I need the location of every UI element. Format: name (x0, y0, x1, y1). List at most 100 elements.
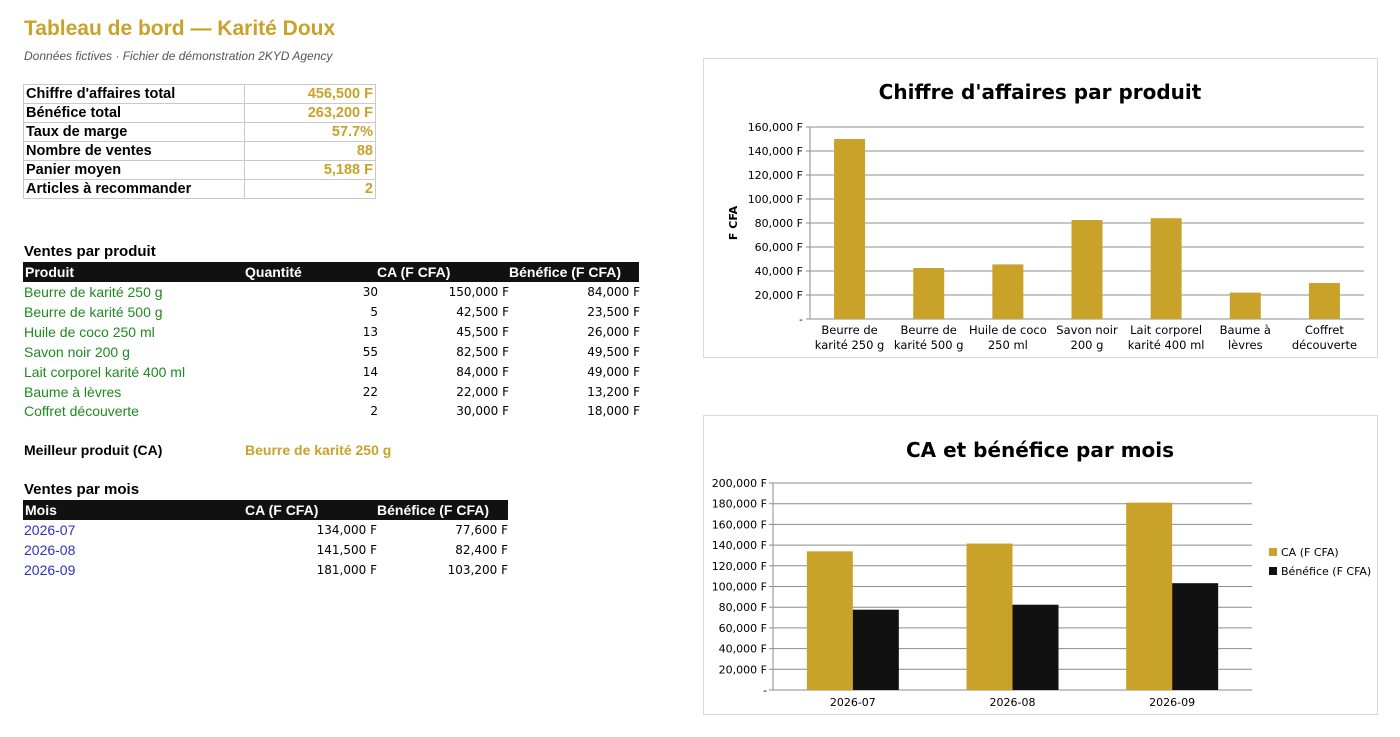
product-benefice[interactable]: 49,500 F (587, 344, 640, 359)
kpi-value[interactable]: 5,188 F (244, 160, 376, 180)
kpi-label[interactable]: Nombre de ventes (23, 141, 245, 161)
bar (852, 609, 899, 690)
product-qty[interactable]: 55 (362, 344, 378, 359)
products-section-title: Ventes par produit (24, 243, 156, 260)
product-ca[interactable]: 84,000 F (456, 364, 509, 379)
chart-ca-benefice-par-mois[interactable]: CA et bénéfice par mois - 20,000 F 40,000 F… (703, 415, 1378, 715)
kpi-row: Articles à recommander 2 (23, 179, 376, 199)
product-benefice[interactable]: 49,000 F (587, 364, 640, 379)
col-header-benefice[interactable]: Bénéfice (F CFA) (509, 264, 622, 280)
best-product-value[interactable]: Beurre de karité 250 g (245, 442, 392, 458)
product-ca[interactable]: 45,500 F (456, 324, 509, 339)
col-header-mois[interactable]: Mois (25, 502, 57, 518)
product-ca[interactable]: 30,000 F (456, 404, 509, 419)
y-tick-label: 40,000 F (719, 643, 767, 656)
x-tick-label: Beurre de (901, 323, 957, 337)
month-name[interactable]: 2026-08 (24, 541, 76, 558)
kpi-value[interactable]: 57.7% (244, 122, 376, 142)
x-tick-label: 2026-09 (1149, 696, 1195, 709)
y-tick-label: 200,000 F (712, 477, 767, 490)
kpi-label[interactable]: Articles à recommander (23, 179, 245, 199)
product-row: Coffret découverte 2 30,000 F 18,000 F (24, 402, 640, 422)
product-benefice[interactable]: 18,000 F (587, 404, 640, 419)
bar (806, 551, 853, 690)
legend-swatch (1269, 567, 1277, 575)
month-benefice[interactable]: 82,400 F (455, 542, 508, 557)
y-tick-label: 20,000 F (719, 663, 767, 676)
kpi-label[interactable]: Taux de marge (23, 122, 245, 142)
x-tick-label: Huile de coco (969, 323, 1047, 337)
dashboard-subtitle: Données fictives · Fichier de démonstrat… (24, 49, 333, 63)
product-name[interactable]: Baume à lèvres (24, 383, 122, 400)
bar (1126, 502, 1173, 690)
chart-ca-par-produit[interactable]: Chiffre d'affaires par produit F CFA - 20,0… (703, 58, 1378, 358)
product-ca[interactable]: 82,500 F (456, 344, 509, 359)
product-benefice[interactable]: 84,000 F (587, 285, 640, 299)
y-tick-label: 100,000 F (748, 193, 803, 206)
kpi-row: Chiffre d'affaires total 456,500 F (23, 84, 376, 104)
col-header-ca[interactable]: CA (F CFA) (377, 264, 451, 280)
product-row: Beurre de karité 500 g 5 42,500 F 23,500 F (24, 303, 640, 323)
x-tick-label: lèvres (1228, 338, 1263, 352)
product-ca[interactable]: 42,500 F (456, 304, 509, 319)
y-tick-label: 140,000 F (712, 539, 767, 552)
legend-label: CA (F CFA) (1281, 546, 1339, 559)
chart-title: Chiffre d'affaires par produit (879, 80, 1202, 104)
bar (1071, 220, 1103, 319)
y-tick-label: 60,000 F (755, 241, 803, 254)
month-ca[interactable]: 134,000 F (316, 523, 377, 537)
col-header-ca[interactable]: CA (F CFA) (245, 502, 319, 518)
product-qty[interactable]: 13 (362, 324, 378, 339)
kpi-row: Nombre de ventes 88 (23, 141, 376, 161)
product-benefice[interactable]: 26,000 F (587, 324, 640, 339)
best-product-label: Meilleur produit (CA) (24, 442, 163, 458)
month-benefice[interactable]: 77,600 F (455, 523, 508, 537)
product-qty[interactable]: 30 (362, 285, 378, 299)
kpi-value[interactable]: 2 (244, 179, 376, 199)
x-tick-label: 2026-07 (830, 696, 876, 709)
product-qty[interactable]: 5 (370, 304, 378, 319)
product-qty[interactable]: 14 (362, 364, 378, 379)
month-ca[interactable]: 181,000 F (316, 562, 377, 577)
col-header-quantite[interactable]: Quantité (245, 264, 302, 280)
product-benefice[interactable]: 13,200 F (587, 384, 640, 399)
kpi-label[interactable]: Chiffre d'affaires total (23, 84, 245, 104)
product-name[interactable]: Savon noir 200 g (24, 343, 130, 360)
col-header-benefice[interactable]: Bénéfice (F CFA) (377, 502, 490, 518)
kpi-value[interactable]: 456,500 F (244, 84, 376, 104)
y-tick-label: 160,000 F (748, 121, 803, 134)
y-tick-label: 140,000 F (748, 145, 803, 158)
product-name[interactable]: Coffret découverte (24, 403, 139, 420)
product-name[interactable]: Lait corporel karité 400 ml (24, 363, 186, 380)
kpi-label[interactable]: Bénéfice total (23, 103, 245, 123)
month-benefice[interactable]: 103,200 F (447, 562, 508, 577)
bar (1012, 604, 1059, 690)
kpi-label[interactable]: Panier moyen (23, 160, 245, 180)
x-tick-label: karité 250 g (815, 338, 885, 352)
chart-ca-par-produit-svg: Chiffre d'affaires par produit F CFA - 20,0… (727, 80, 1364, 352)
kpi-value[interactable]: 88 (244, 141, 376, 161)
product-qty[interactable]: 2 (370, 404, 378, 419)
y-tick-label: 20,000 F (755, 289, 803, 302)
product-name[interactable]: Huile de coco 250 ml (24, 323, 155, 340)
bar (1172, 583, 1219, 690)
product-name[interactable]: Beurre de karité 250 g (24, 284, 163, 300)
kpi-value[interactable]: 263,200 F (244, 103, 376, 123)
product-benefice[interactable]: 23,500 F (587, 304, 640, 319)
x-tick-label: 2026-08 (990, 696, 1036, 709)
bar (1308, 283, 1340, 319)
product-row: Baume à lèvres 22 22,000 F 13,200 F (24, 383, 640, 403)
product-name[interactable]: Beurre de karité 500 g (24, 303, 163, 320)
months-table-header: Mois CA (F CFA) Bénéfice (F CFA) (23, 500, 508, 520)
month-row: 2026-08 141,500 F 82,400 F (24, 541, 508, 561)
y-tick-label: - (799, 313, 803, 326)
chart-ca-benefice-svg: CA et bénéfice par mois - 20,000 F 40,000 F… (712, 438, 1372, 709)
month-ca[interactable]: 141,500 F (316, 542, 377, 557)
product-ca[interactable]: 22,000 F (456, 384, 509, 399)
product-ca[interactable]: 150,000 F (448, 285, 509, 299)
col-header-produit[interactable]: Produit (25, 264, 74, 280)
month-name[interactable]: 2026-07 (24, 522, 76, 538)
month-name[interactable]: 2026-09 (24, 561, 76, 578)
product-qty[interactable]: 22 (362, 384, 378, 399)
legend-swatch (1269, 548, 1277, 556)
